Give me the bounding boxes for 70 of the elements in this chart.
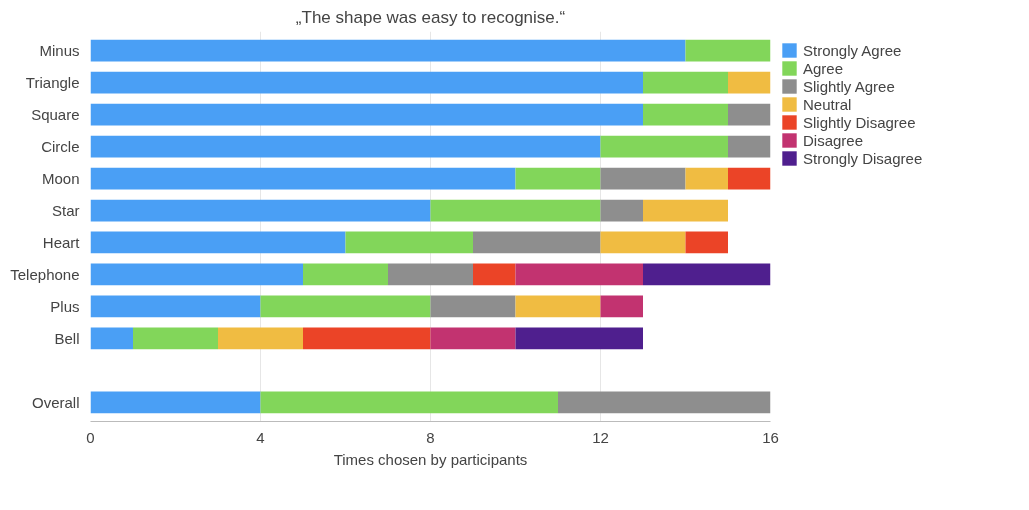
bar (90, 263, 303, 286)
x-tick-label: 4 (256, 428, 265, 446)
bar (90, 103, 643, 126)
bar (643, 199, 728, 222)
bar (558, 391, 771, 414)
bar (515, 167, 601, 190)
bar (90, 167, 516, 190)
chart-title: „The shape was easy to recognise.“ (295, 7, 566, 27)
bar (90, 71, 643, 94)
x-tick-label: 12 (592, 428, 609, 446)
bar (303, 327, 431, 350)
bar (473, 263, 516, 286)
y-tick-label: Overall (31, 393, 80, 411)
bar (90, 295, 261, 318)
y-tick-label: Heart (42, 233, 81, 251)
bar (430, 199, 601, 222)
y-tick-label: Minus (39, 42, 80, 60)
bar (90, 199, 431, 222)
bar (90, 39, 686, 62)
bar (260, 295, 431, 318)
y-tick-label: Bell (54, 329, 80, 347)
y-tick-label: Circle (41, 138, 80, 156)
y-tick-label: Plus (50, 297, 80, 315)
bar (133, 327, 218, 350)
bar (685, 39, 771, 62)
bar (728, 103, 771, 126)
x-axis-title: Times chosen by participants (333, 450, 528, 468)
legend-label: Slightly Disagree (803, 113, 916, 131)
bar (515, 295, 601, 318)
legend-label: Agree (803, 59, 844, 77)
bar (685, 231, 728, 254)
bar (90, 327, 133, 350)
x-tick-label: 0 (86, 428, 95, 446)
bar (643, 103, 728, 126)
y-tick-label: Moon (41, 170, 80, 188)
bar (728, 167, 771, 190)
bar (388, 263, 473, 286)
bar (600, 167, 686, 190)
bar (728, 71, 771, 94)
y-tick-label: Square (31, 106, 80, 124)
bar (90, 391, 261, 414)
bar (685, 167, 728, 190)
x-tick-label: 16 (762, 428, 779, 446)
legend-label: Neutral (803, 95, 852, 113)
bar (600, 231, 686, 254)
bar (90, 135, 601, 158)
bar (345, 231, 473, 254)
legend-label: Strongly Agree (803, 41, 902, 59)
bar (728, 135, 771, 158)
bar (600, 295, 643, 318)
bar (473, 231, 601, 254)
bar (90, 231, 346, 254)
y-tick-label: Triangle (25, 74, 80, 92)
bar (643, 263, 771, 286)
bar (218, 327, 303, 350)
bar (600, 199, 643, 222)
y-tick-label: Star (51, 202, 80, 220)
legend-label: Strongly Disagree (803, 149, 923, 167)
bar (430, 295, 516, 318)
legend-label: Slightly Agree (803, 77, 895, 95)
bar (515, 327, 643, 350)
x-tick-label: 8 (426, 428, 435, 446)
y-tick-label: Telephone (10, 265, 80, 283)
bar (303, 263, 388, 286)
bar (643, 71, 728, 94)
bar (515, 263, 643, 286)
bar (260, 391, 558, 414)
legend-label: Disagree (803, 131, 864, 149)
bar (430, 327, 516, 350)
bar (600, 135, 728, 158)
